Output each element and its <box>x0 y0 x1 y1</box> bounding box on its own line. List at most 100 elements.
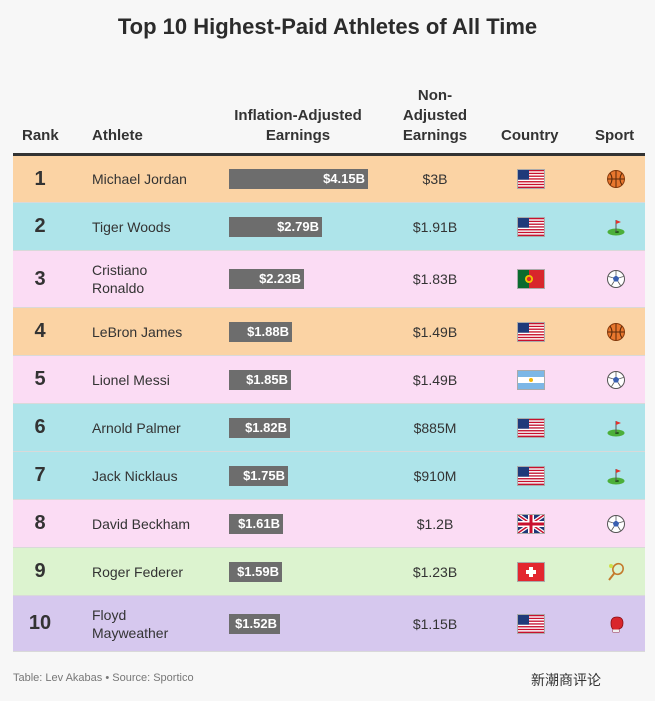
inflation-cell: $2.79B <box>229 203 389 250</box>
inflation-cell: $1.61B <box>229 500 389 547</box>
athlete-name-line: Floyd <box>92 606 127 623</box>
inflation-bar-label: $1.59B <box>237 563 279 579</box>
flag-usa-icon <box>516 613 545 634</box>
inflation-cell: $2.23B <box>229 251 389 307</box>
athlete-cell: David Beckham <box>92 500 222 547</box>
athlete-name-line: Ronaldo <box>92 280 145 296</box>
country-cell <box>493 452 568 499</box>
soccer-icon <box>606 514 625 533</box>
inflation-bar: $1.52B <box>229 613 280 634</box>
header-inflation: Inflation-Adjusted Earnings <box>218 106 378 146</box>
inflation-bar-label: $1.82B <box>245 419 287 435</box>
athlete-cell: Roger Federer <box>92 548 222 595</box>
country-cell <box>493 500 568 547</box>
table-row: 4 LeBron James $1.88B $1.49B <box>13 308 645 356</box>
athlete-cell: Jack Nicklaus <box>92 452 222 499</box>
sport-cell <box>578 308 653 355</box>
basketball-icon <box>606 170 625 188</box>
header-divider <box>13 153 645 156</box>
non-adjusted-cell: $1.49B <box>412 371 458 388</box>
inflation-cell: $1.52B <box>229 596 389 651</box>
non-adjusted-cell: $3B <box>422 171 448 187</box>
header-inflation-line-2: Earnings <box>265 127 331 144</box>
athlete-name-line: Tiger Woods <box>92 218 171 235</box>
flag-usa-icon <box>516 417 545 438</box>
inflation-bar-label: $1.75B <box>243 467 285 483</box>
flag-argentina-icon <box>516 369 545 390</box>
rank-cell: 10 <box>28 612 52 634</box>
sport-cell <box>578 500 653 547</box>
table-row: 2 Tiger Woods $2.79B $1.91B <box>13 203 645 251</box>
rank-cell: 9 <box>34 560 46 582</box>
athlete-name-line: Roger Federer <box>92 563 184 580</box>
athlete-cell: Arnold Palmer <box>92 404 222 451</box>
header-inflation-line-1: Inflation-Adjusted <box>234 107 362 124</box>
flag-switzerland-icon <box>516 561 545 582</box>
inflation-bar: $2.23B <box>229 269 304 289</box>
athlete-cell: Floyd Mayweather <box>92 596 222 651</box>
country-cell <box>493 251 568 307</box>
inflation-bar-label: $4.15B <box>323 171 365 186</box>
non-adjusted-cell: $1.23B <box>412 563 458 580</box>
inflation-bar-label: $2.79B <box>277 218 319 234</box>
athlete-name-line: Jack Nicklaus <box>92 467 178 484</box>
athlete-name-line: Lionel Messi <box>92 371 170 388</box>
table-row: 1 Michael Jordan $4.15B $3B <box>13 156 645 203</box>
table-row: 9 Roger Federer $1.59B $1.23B <box>13 548 645 596</box>
inflation-bar: $1.85B <box>229 369 291 390</box>
country-cell <box>493 596 568 651</box>
country-cell <box>493 156 568 202</box>
inflation-bar: $1.88B <box>229 321 292 342</box>
header-non-adjusted-line-1: Non- <box>417 87 453 104</box>
inflation-bar-label: $1.61B <box>238 515 280 531</box>
athlete-name-line: Cristiano <box>92 262 148 278</box>
header-non-adjusted-line-3: Earnings <box>402 127 468 144</box>
soccer-icon <box>606 270 625 288</box>
athlete-name-line: LeBron James <box>92 323 183 340</box>
country-cell <box>493 404 568 451</box>
tennis-icon <box>607 562 624 581</box>
inflation-cell: $1.59B <box>229 548 389 595</box>
rank-cell: 4 <box>34 320 46 342</box>
header-rank: Rank <box>22 127 59 144</box>
table-row: 8 David Beckham $1.61B $1.2B <box>13 500 645 548</box>
country-cell <box>493 203 568 250</box>
non-adjusted-cell: $1.15B <box>412 615 458 632</box>
page-title: Top 10 Highest-Paid Athletes of All Time <box>117 14 538 39</box>
athlete-name-line: David Beckham <box>92 515 191 532</box>
header-non-adjusted-line-2: Adjusted <box>402 107 468 124</box>
sport-cell <box>578 404 653 451</box>
non-adjusted-cell: $1.49B <box>412 323 458 340</box>
inflation-bar: $1.82B <box>229 417 290 438</box>
golf-icon <box>607 219 624 235</box>
inflation-bar-label: $1.88B <box>247 323 289 339</box>
header-country: Country <box>501 127 559 144</box>
header-athlete: Athlete <box>92 127 143 144</box>
header-sport: Sport <box>595 127 635 144</box>
sport-cell <box>578 596 653 651</box>
sport-cell <box>578 356 653 403</box>
golf-icon <box>607 420 624 436</box>
flag-usa-icon <box>516 169 545 189</box>
table-row: 10 Floyd Mayweather $1.52B $1.15B <box>13 596 645 652</box>
sport-cell <box>578 452 653 499</box>
non-adjusted-cell: $1.83B <box>412 271 458 287</box>
athlete-cell: LeBron James <box>92 308 222 355</box>
flag-portugal-icon <box>516 269 545 289</box>
athlete-cell: Tiger Woods <box>92 203 222 250</box>
golf-icon <box>607 468 624 484</box>
rank-cell: 3 <box>34 267 46 290</box>
table-row: 3 Cristiano Ronaldo $2.23B $1.83B <box>13 251 645 308</box>
sport-cell <box>578 203 653 250</box>
rank-cell: 6 <box>34 416 46 438</box>
watermark-text: 新潮商评论 <box>531 672 601 688</box>
table-row: 6 Arnold Palmer $1.82B $885M <box>13 404 645 452</box>
non-adjusted-cell: $885M <box>413 419 457 436</box>
country-cell <box>493 308 568 355</box>
inflation-cell: $1.82B <box>229 404 389 451</box>
sport-cell <box>578 548 653 595</box>
inflation-cell: $1.85B <box>229 356 389 403</box>
rank-cell: 2 <box>34 215 46 237</box>
non-adjusted-cell: $1.2B <box>416 515 454 532</box>
footer-source: Table: Lev Akabas • Source: Sportico <box>13 672 194 684</box>
